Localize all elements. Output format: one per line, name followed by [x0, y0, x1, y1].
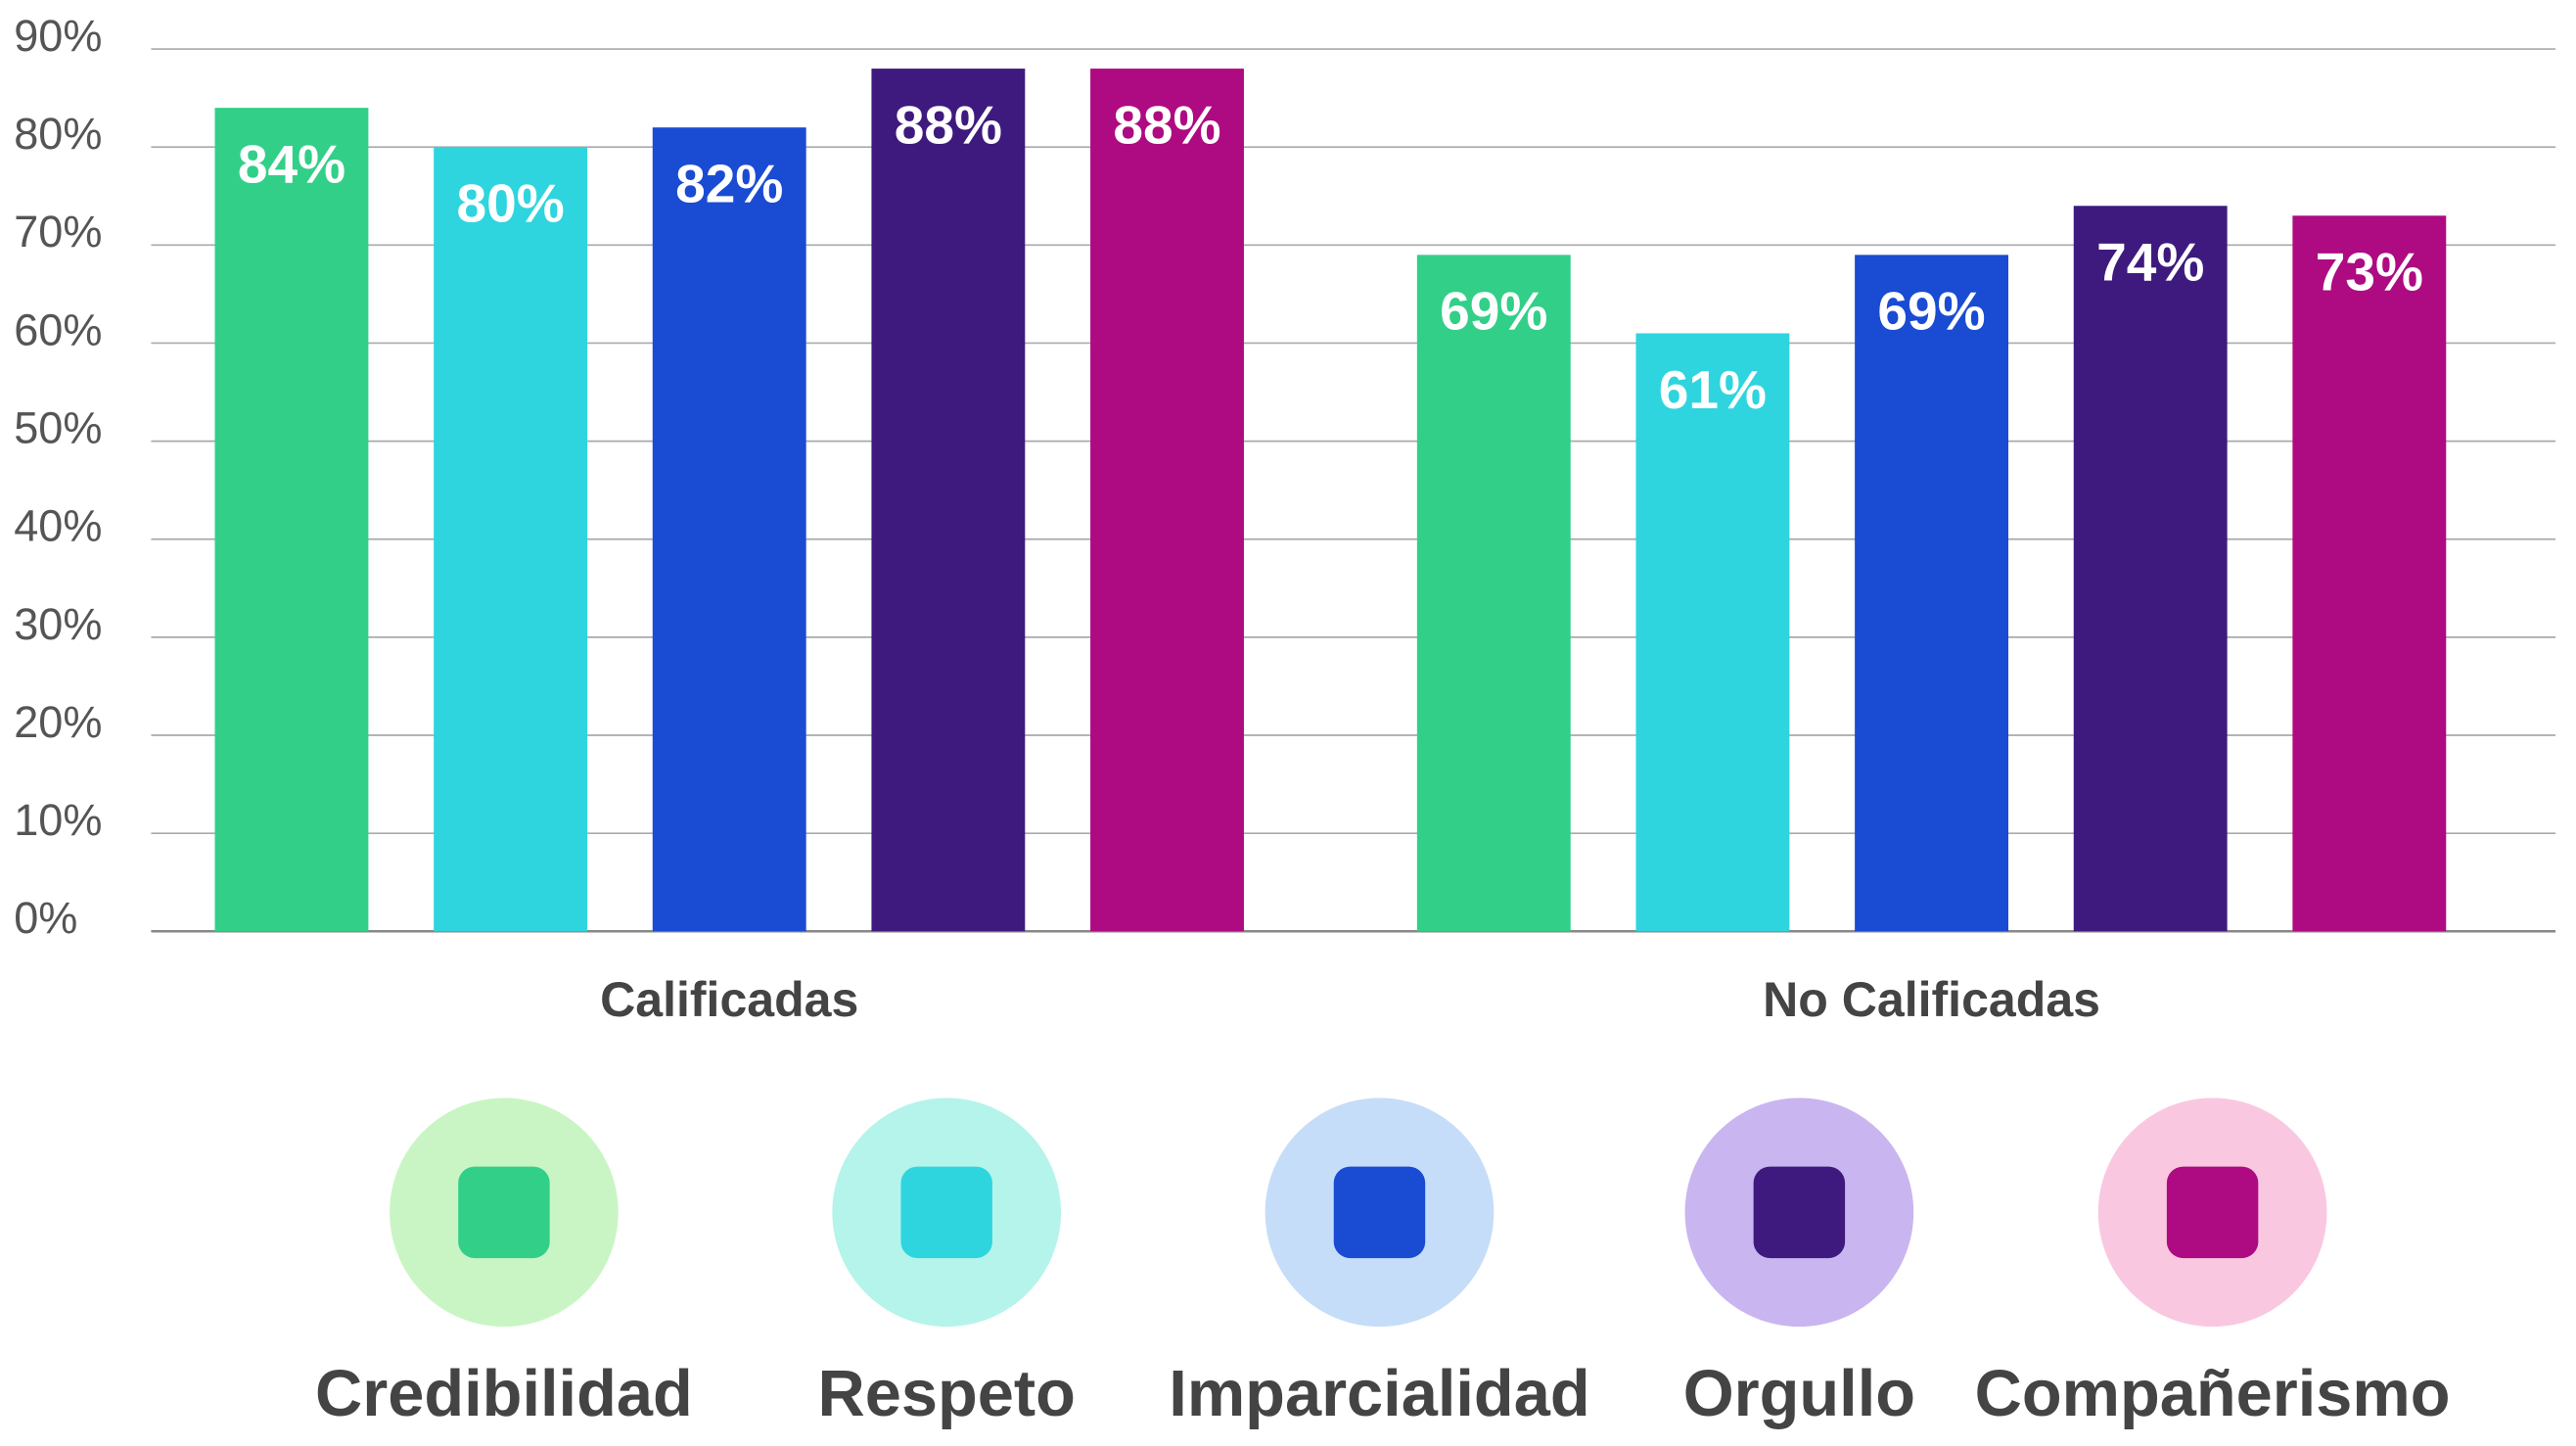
y-tick-label: 30% — [14, 599, 102, 649]
value-label: 82% — [675, 153, 783, 213]
y-tick-label: 70% — [14, 207, 102, 257]
value-label: 69% — [1440, 281, 1547, 342]
value-label: 88% — [895, 94, 1002, 155]
y-tick-label: 90% — [14, 11, 102, 61]
bar — [653, 127, 806, 931]
page: {"chart_data": {"type": "bar", "categori… — [0, 0, 2576, 1446]
bar — [871, 69, 1025, 931]
bar — [1635, 333, 1789, 931]
legend-marker — [1754, 1167, 1845, 1258]
value-label: 80% — [456, 173, 564, 234]
value-label: 61% — [1659, 359, 1767, 420]
bar — [1090, 69, 1244, 931]
y-tick-label: 60% — [14, 304, 102, 354]
legend-label: Credibilidad — [315, 1358, 693, 1430]
bar — [1855, 255, 2008, 931]
x-tick-label: No Calificadas — [1763, 972, 2100, 1027]
x-tick-label: Calificadas — [600, 972, 858, 1027]
bar — [434, 147, 587, 931]
bar — [1417, 255, 1571, 931]
y-tick-label: 80% — [14, 109, 102, 159]
value-label: 84% — [238, 133, 345, 194]
bar — [215, 108, 369, 931]
chart: 0% 10% 20% 30% 40% 50% 60% 70% 80% 90% Calificadas… — [0, 0, 2576, 1446]
value-label: 74% — [2096, 232, 2204, 293]
legend-marker — [458, 1167, 549, 1258]
legend-marker — [2167, 1167, 2258, 1258]
value-label: 73% — [2316, 242, 2423, 303]
legend-marker — [900, 1167, 991, 1258]
y-tick-label: 50% — [14, 403, 102, 453]
y-tick-label: 10% — [14, 795, 102, 845]
legend-marker — [1334, 1167, 1425, 1258]
bar — [2292, 215, 2446, 931]
legend-label: Compañerismo — [1975, 1358, 2451, 1430]
bar — [2074, 206, 2228, 931]
y-tick-label: 20% — [14, 697, 102, 747]
y-tick-label: 40% — [14, 501, 102, 551]
legend-label: Orgullo — [1683, 1358, 1915, 1430]
y-tick-label: 0% — [14, 893, 77, 943]
legend-label: Respeto — [818, 1358, 1076, 1430]
value-label: 69% — [1877, 281, 1985, 342]
legend-label: Imparcialidad — [1169, 1358, 1589, 1430]
value-label: 88% — [1113, 94, 1220, 155]
